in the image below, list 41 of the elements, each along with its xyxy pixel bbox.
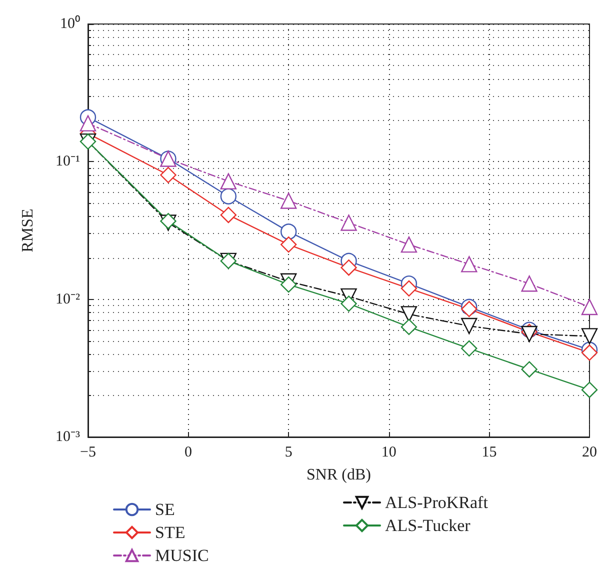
legend-label: ALS-ProKRaft: [385, 493, 488, 512]
point: [400, 280, 418, 297]
x-tick-label: −5: [80, 444, 96, 460]
x-tick-label: 15: [482, 444, 497, 460]
x-tick-label: 5: [284, 444, 292, 460]
point: [461, 318, 478, 334]
point: [340, 260, 357, 276]
point: [581, 344, 598, 361]
point: [581, 328, 598, 344]
point: [340, 214, 357, 231]
x-tick-label: 20: [582, 444, 597, 460]
point: [280, 276, 297, 293]
point: [220, 206, 237, 224]
x-tick-label: 0: [184, 444, 192, 460]
point: [400, 236, 418, 253]
point: [280, 192, 297, 209]
point: [280, 224, 297, 240]
point: [220, 188, 237, 204]
point: [220, 173, 237, 190]
point: [280, 236, 297, 253]
x-axis-title: SNR (dB): [306, 466, 371, 484]
point: [400, 318, 418, 336]
y-tick-label: 10⁻¹: [56, 154, 80, 170]
legend-label: STE: [155, 523, 186, 542]
point: [581, 382, 598, 398]
y-tick-label: 10⁰: [60, 15, 80, 32]
point: [521, 276, 538, 292]
x-tick-label: 10: [381, 444, 396, 460]
legend-label: MUSIC: [155, 546, 209, 565]
y-tick-label: 10⁻³: [56, 429, 80, 445]
point: [461, 340, 478, 357]
point: [461, 256, 478, 272]
point: [581, 298, 598, 316]
legend-label: ALS-Tucker: [385, 516, 471, 535]
y-axis-title: RMSE: [20, 208, 36, 252]
y-tick-label: 10⁻²: [56, 291, 80, 308]
point: [521, 361, 538, 378]
point: [340, 296, 357, 312]
point: [160, 166, 176, 184]
point: [80, 115, 96, 132]
legend-label: SE: [155, 500, 175, 519]
